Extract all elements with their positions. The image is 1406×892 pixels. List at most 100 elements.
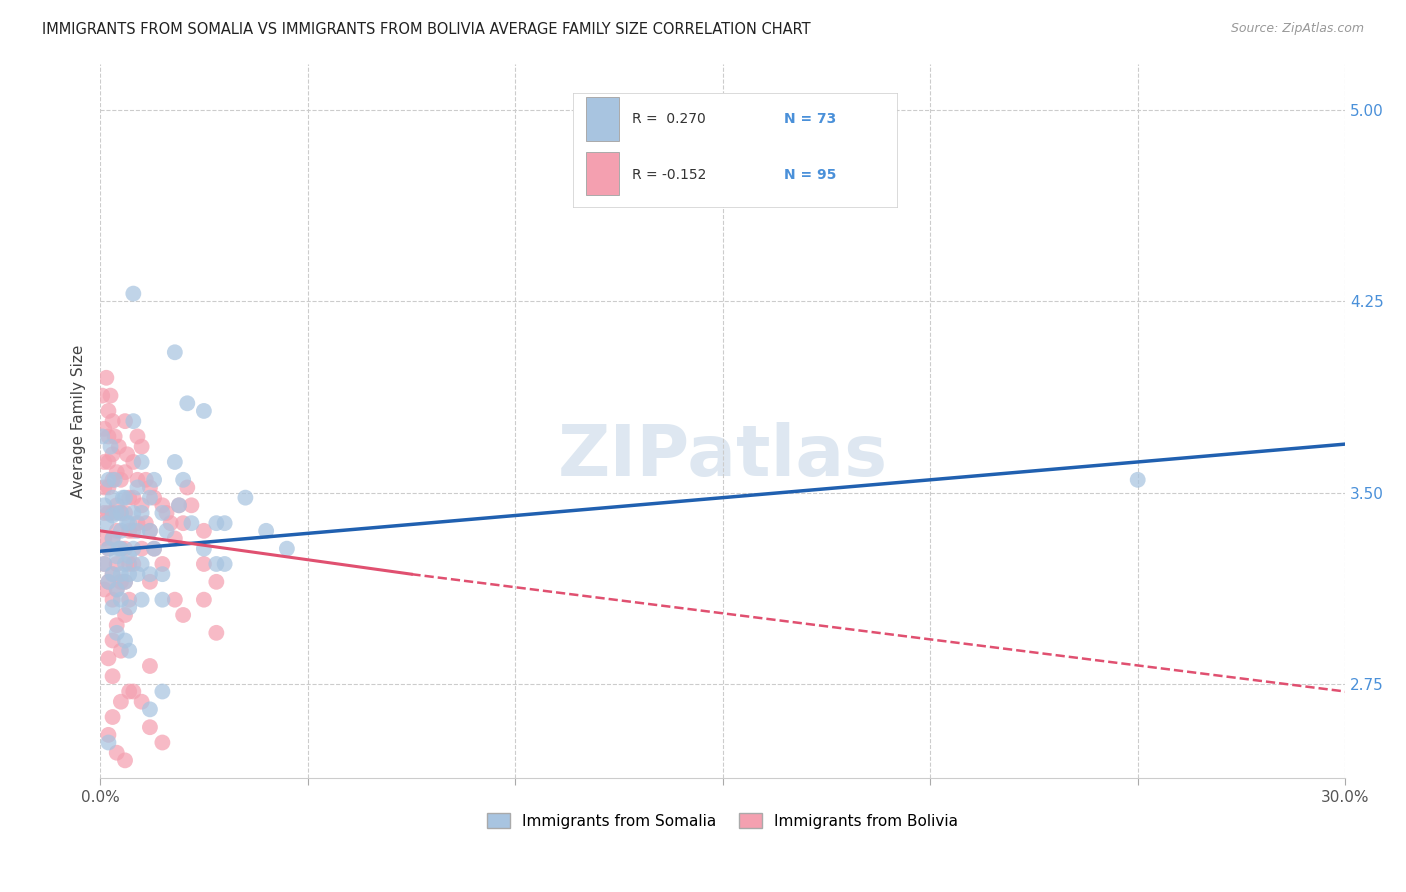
Point xyxy=(150,684,173,698)
Point xyxy=(150,506,173,520)
Point xyxy=(93,506,115,520)
Point xyxy=(110,541,132,556)
Point xyxy=(122,286,145,301)
Point xyxy=(105,582,128,597)
Point xyxy=(93,582,115,597)
Point xyxy=(127,473,149,487)
Point xyxy=(93,557,115,571)
Point xyxy=(114,465,136,479)
Point xyxy=(139,659,162,673)
Point xyxy=(114,633,136,648)
Point xyxy=(110,506,132,520)
Point xyxy=(139,720,162,734)
Point xyxy=(159,516,181,531)
Point xyxy=(111,491,134,505)
Point xyxy=(276,541,298,556)
Point xyxy=(193,404,215,418)
Point xyxy=(114,557,136,571)
Point xyxy=(127,567,149,582)
Point xyxy=(97,541,120,556)
Point xyxy=(97,574,120,589)
Point xyxy=(135,516,157,531)
Point xyxy=(176,480,198,494)
Point xyxy=(163,345,186,359)
Point xyxy=(97,455,120,469)
Text: IMMIGRANTS FROM SOMALIA VS IMMIGRANTS FROM BOLIVIA AVERAGE FAMILY SIZE CORRELATI: IMMIGRANTS FROM SOMALIA VS IMMIGRANTS FR… xyxy=(42,22,811,37)
Point xyxy=(118,600,141,615)
Point xyxy=(131,541,153,556)
Point xyxy=(115,516,138,531)
Point xyxy=(150,592,173,607)
Point xyxy=(205,516,228,531)
Point xyxy=(172,473,194,487)
Point xyxy=(97,651,120,665)
Point xyxy=(110,524,132,538)
Point xyxy=(122,557,145,571)
Point xyxy=(101,508,124,523)
Point xyxy=(100,389,122,403)
Point xyxy=(114,574,136,589)
Point xyxy=(105,625,128,640)
Point xyxy=(150,557,173,571)
Point xyxy=(101,669,124,683)
Point xyxy=(114,753,136,767)
Point xyxy=(155,524,177,538)
Point xyxy=(163,455,186,469)
Point xyxy=(101,414,124,428)
Point xyxy=(100,440,122,454)
Point xyxy=(122,506,145,520)
Point xyxy=(114,574,136,589)
Point xyxy=(118,567,141,582)
Point xyxy=(131,506,153,520)
Point xyxy=(1126,473,1149,487)
Point xyxy=(105,498,128,512)
Text: ZIPatlas: ZIPatlas xyxy=(558,422,887,491)
Point xyxy=(93,532,115,546)
Point xyxy=(167,498,190,512)
Point xyxy=(101,532,124,546)
Point xyxy=(107,440,129,454)
Point xyxy=(107,541,129,556)
Point xyxy=(167,498,190,512)
Point xyxy=(180,516,202,531)
Point xyxy=(180,498,202,512)
Point xyxy=(131,440,153,454)
Point xyxy=(139,574,162,589)
Point xyxy=(104,473,127,487)
Point xyxy=(114,607,136,622)
Point xyxy=(97,728,120,742)
Point xyxy=(139,567,162,582)
Point xyxy=(105,549,128,564)
Point xyxy=(163,532,186,546)
Point xyxy=(110,574,132,589)
Point xyxy=(110,592,132,607)
Point xyxy=(101,567,124,582)
Point xyxy=(105,618,128,632)
Point xyxy=(193,592,215,607)
Point xyxy=(118,491,141,505)
Point xyxy=(139,491,162,505)
Point xyxy=(93,455,115,469)
Point xyxy=(139,524,162,538)
Point xyxy=(97,429,120,443)
Point xyxy=(114,491,136,505)
Point xyxy=(122,684,145,698)
Point xyxy=(193,524,215,538)
Point xyxy=(110,695,132,709)
Point xyxy=(143,491,166,505)
Point xyxy=(93,498,115,512)
Point xyxy=(131,455,153,469)
Point xyxy=(110,567,132,582)
Point xyxy=(127,516,149,531)
Point xyxy=(105,524,128,538)
Point xyxy=(97,480,120,494)
Point xyxy=(91,389,114,403)
Point xyxy=(115,447,138,461)
Point xyxy=(105,506,128,520)
Point xyxy=(193,557,215,571)
Point xyxy=(122,414,145,428)
Point xyxy=(122,455,145,469)
Point xyxy=(127,429,149,443)
Point xyxy=(97,473,120,487)
Point xyxy=(101,473,124,487)
